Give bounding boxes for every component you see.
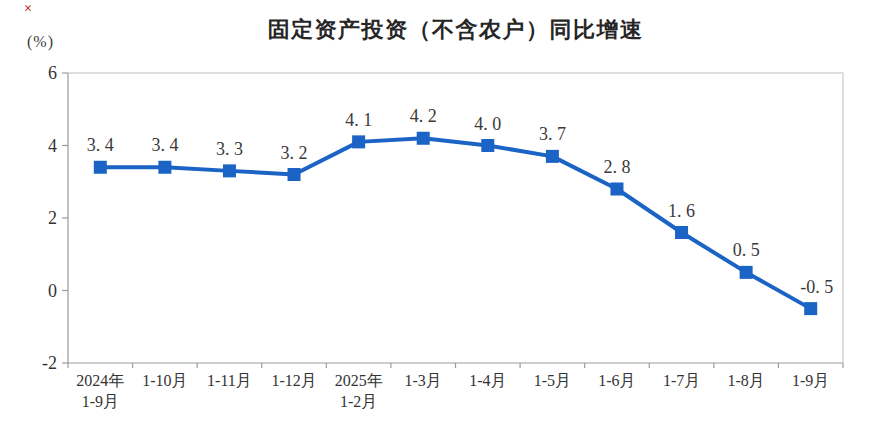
data-point-marker [481,139,494,152]
data-point-marker [610,183,623,196]
y-axis-tick-label: -2 [42,353,57,373]
x-axis-tick-label: 1-9月 [792,372,829,389]
x-axis-tick-label: 2025年1-2月 [335,372,383,410]
data-point-label: 3. 3 [216,139,243,159]
x-axis-tick-label: 1-4月 [469,372,506,389]
plot-frame [68,73,843,363]
x-axis-tick-label: 1-3月 [405,372,442,389]
x-axis-tick-label: 1-5月 [534,372,571,389]
data-point-marker [546,150,559,163]
data-point-marker [158,161,171,174]
data-point-marker [740,266,753,279]
data-point-label: 3. 7 [539,124,566,144]
data-point-marker [223,164,236,177]
series-line [100,138,810,308]
x-axis-tick-label: 1-11月 [207,372,252,389]
x-axis-tick-label: 1-10月 [142,372,187,389]
data-point-label: 4. 1 [345,110,372,130]
x-axis-tick-label: 1-6月 [598,372,635,389]
data-point-marker [352,135,365,148]
x-axis-tick-label: 1-12月 [271,372,316,389]
data-point-label: 0. 5 [733,240,760,260]
x-axis-tick-label: 2024年1-9月 [76,372,124,410]
y-axis-tick-label: 4 [48,136,57,156]
axis-lines [68,73,843,363]
data-point-label: -0. 5 [800,277,833,297]
data-point-marker [675,226,688,239]
data-point-marker [288,168,301,181]
data-point-label: 2. 8 [603,157,630,177]
data-point-label: 3. 4 [151,135,178,155]
data-point-marker [417,132,430,145]
data-point-marker [804,302,817,315]
x-axis-tick-label: 1-7月 [663,372,700,389]
x-axis-tick-label: 1-8月 [727,372,764,389]
y-axis-tick-label: 2 [48,208,57,228]
data-point-label: 3. 2 [281,143,308,163]
data-point-label: 4. 0 [474,114,501,134]
data-point-label: 4. 2 [410,106,437,126]
data-point-label: 3. 4 [87,135,114,155]
line-chart-plot: 6 4 2 0 -2 2024年1-9月 1-10月 1-11月 1-12月 2025年1-2月 1… [0,0,870,436]
data-point-marker [94,161,107,174]
y-axis-tick-label: 6 [48,63,57,83]
chart-container: × 固定资产投资（不含农户）同比增速 (%) 6420-22024年1-9月1-… [0,0,870,436]
y-axis-tick-label: 0 [48,281,57,301]
data-point-label: 1. 6 [668,201,695,221]
